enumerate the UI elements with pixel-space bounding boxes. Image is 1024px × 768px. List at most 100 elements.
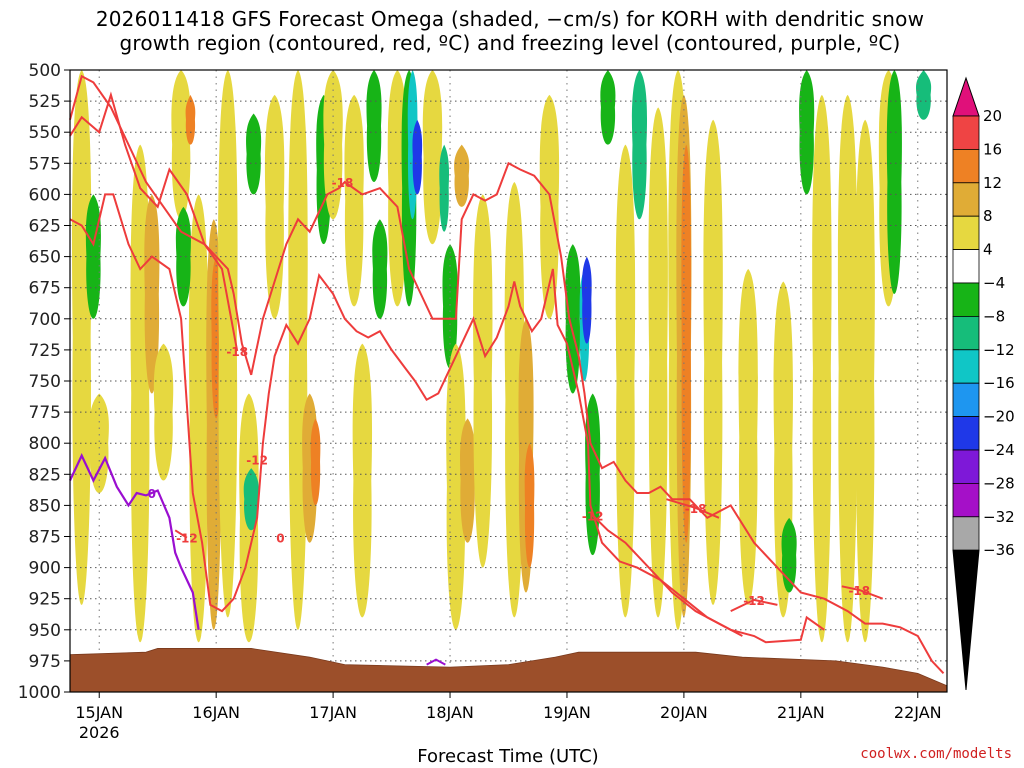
omega-blob [539, 94, 560, 319]
omega-blob [422, 70, 443, 245]
colorbar-band [952, 282, 980, 317]
x-tick-label: 16JAN [192, 703, 240, 722]
colorbar-band [952, 249, 980, 284]
y-tick-label: 550 [29, 123, 61, 143]
chart-title-line1: 2026011418 GFS Forecast Omega (shaded, −… [96, 7, 924, 31]
y-tick-label: 500 [29, 61, 61, 81]
dgz-contour-line [69, 74, 239, 352]
omega-blob [916, 70, 932, 120]
colorbar-tick-label: −16 [983, 374, 1015, 392]
dgz-contour-label: -12 [582, 509, 604, 523]
colorbar-tick-label: −4 [983, 274, 1005, 292]
freezing-level-contour: 00 [69, 453, 446, 666]
omega-blob [681, 144, 692, 543]
freezing-level-label: 0 [148, 487, 156, 501]
colorbar-band [952, 516, 980, 551]
x-tick-sublabel: 2026 [79, 723, 120, 742]
colorbar-band [952, 482, 980, 518]
x-tick-label: 20JAN [660, 703, 708, 722]
credit-text: coolwx.com/modelts [860, 746, 1012, 762]
y-tick-label: 700 [29, 310, 61, 330]
colorbar: 20 16 12 8 4 −4 −8 −12 −16 −20 −24 −28 −32 −36 [952, 76, 1015, 691]
colorbar-tick-label: −12 [983, 341, 1015, 359]
omega-blob [738, 269, 758, 605]
colorbar-tick-label: 8 [983, 207, 993, 225]
y-tick-label: 850 [29, 496, 61, 516]
y-tick-label: 925 [29, 590, 61, 610]
colorbar-tick-label: −36 [983, 541, 1015, 559]
freezing-level-label: 0 [276, 532, 284, 546]
gridlines [70, 70, 947, 692]
colorbar-band [952, 148, 980, 184]
omega-blob [85, 194, 101, 319]
y-axis: 500 525 550 575 600 625 650 675 700 725 750 775 800 8… [18, 61, 70, 703]
dgz-contours: -18 -18 -12 -12 -12 -12 -18 -18 [69, 74, 945, 674]
omega-blob [323, 70, 343, 220]
omega-blob [71, 70, 92, 605]
dgz-contour-line [666, 498, 720, 519]
omega-blob [153, 343, 174, 481]
x-tick-label: 17JAN [309, 703, 357, 722]
dgz-contour-label: -12 [246, 453, 268, 467]
x-tick-label: 18JAN [426, 703, 474, 722]
x-axis-label: Forecast Time (UTC) [417, 746, 598, 767]
omega-blob [439, 144, 450, 232]
omega-blob [310, 418, 321, 506]
x-tick-label: 22JAN [894, 703, 942, 722]
colorbar-tick-label: −20 [983, 408, 1015, 426]
omega-blob [812, 94, 832, 643]
omega-blob [352, 343, 373, 618]
colorbar-band [952, 382, 980, 418]
omega-blob [372, 219, 388, 319]
colorbar-tick-label: −8 [983, 307, 1005, 325]
colorbar-tick-label: 16 [983, 140, 1002, 158]
y-tick-label: 725 [29, 341, 61, 361]
omega-blob [89, 393, 109, 493]
colorbar-bottom-arrow [952, 549, 980, 691]
colorbar-band [952, 182, 980, 217]
omega-blob [188, 194, 209, 643]
omega-blob [144, 194, 160, 394]
omega-blob [185, 94, 196, 145]
dgz-contour-label: -18 [848, 584, 870, 598]
y-tick-label: 525 [29, 92, 61, 112]
dgz-contour-line [730, 598, 778, 613]
y-tick-label: 900 [29, 559, 61, 579]
omega-blob [442, 244, 458, 369]
x-tick-label: 15JAN [75, 703, 123, 722]
omega-blob [460, 418, 476, 543]
colorbar-top-arrow [952, 76, 980, 117]
terrain-fill [69, 648, 948, 693]
terrain [69, 648, 948, 693]
omega-blob [581, 256, 592, 344]
dgz-contour-label: -12 [176, 532, 198, 546]
freezing-level-line [69, 453, 200, 630]
omega-blob [366, 70, 382, 182]
y-tick-label: 950 [29, 621, 61, 641]
plot-area: -18-18-12-12-12-12-18-18 00 [69, 69, 948, 693]
y-tick-label: 800 [29, 434, 61, 454]
colorbar-tick-label: 20 [983, 107, 1002, 125]
dgz-contour-label: -18 [226, 345, 248, 359]
omega-blob [412, 119, 423, 195]
y-tick-label: 750 [29, 372, 61, 392]
omega-blob [264, 94, 285, 319]
dgz-contour-label: -12 [743, 594, 765, 608]
y-tick-label: 825 [29, 465, 61, 485]
omega-blob [600, 70, 616, 145]
y-tick-label: 625 [29, 217, 61, 237]
omega-blob [243, 468, 259, 531]
colorbar-tick-label: −32 [983, 508, 1015, 526]
omega-blob [837, 94, 858, 643]
colorbar-tick-label: −28 [983, 474, 1015, 492]
colorbar-tick-label: −24 [983, 441, 1015, 459]
dgz-contour-line [69, 91, 945, 674]
omega-blob [524, 443, 535, 568]
y-tick-label: 775 [29, 403, 61, 423]
colorbar-band [952, 349, 980, 384]
omega-blob [175, 206, 191, 307]
x-tick-label: 19JAN [543, 703, 591, 722]
colorbar-band [952, 416, 980, 451]
